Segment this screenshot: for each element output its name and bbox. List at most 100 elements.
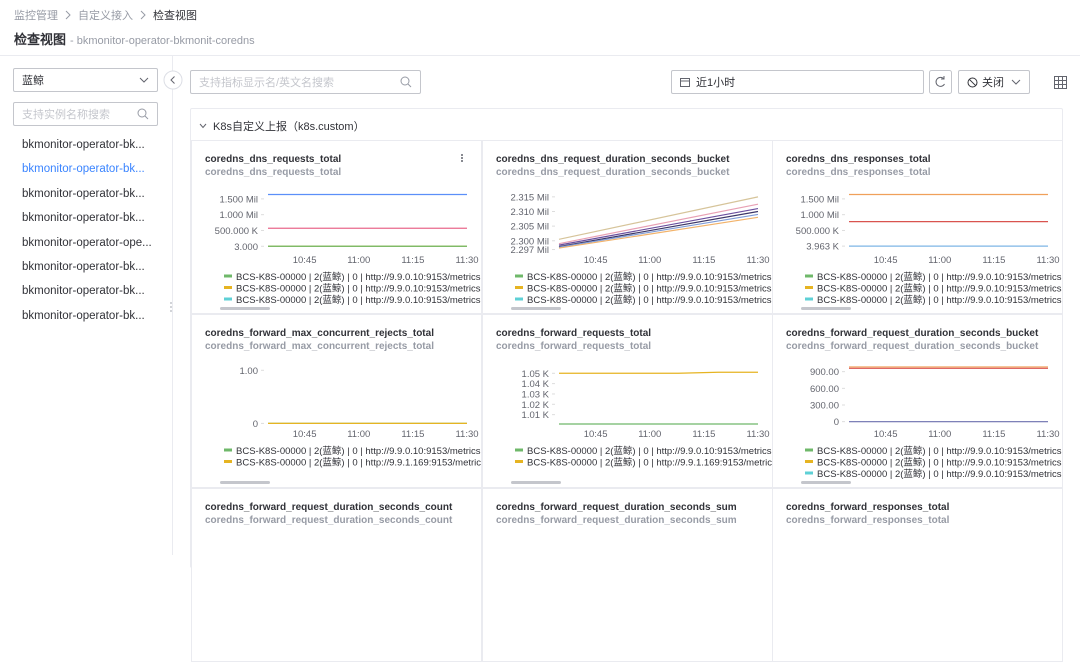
legend-label[interactable]: BCS-K8S-00000 | 2(蓝鲸) | 0 | http://9.9.0… — [236, 445, 481, 457]
x-tick-label: 11:30 — [455, 255, 478, 266]
placeholder: 支持实例名称搜索 — [22, 109, 110, 121]
chart-panel: coredns_forward_request_duration_seconds… — [191, 488, 482, 662]
series-line — [558, 203, 758, 245]
legend-label[interactable]: BCS-K8S-00000 | 2(蓝鲸) | 0 | http://9.9.0… — [527, 283, 772, 295]
legend-swatch — [514, 286, 523, 289]
y-tick-label: 1.500 Mil — [219, 194, 258, 205]
x-tick-label: 11:30 — [746, 429, 769, 440]
layout-btn[interactable] — [1054, 76, 1067, 89]
instance-item[interactable]: bkmonitor-operator-bk... — [22, 139, 145, 151]
legend-label[interactable]: BCS-K8S-00000 | 2(蓝鲸) | 0 | http://9.9.0… — [817, 283, 1062, 295]
legend-label[interactable]: BCS-K8S-00000 | 2(蓝鲸) | 0 | http://9.9.0… — [236, 283, 481, 295]
instance-search[interactable]: 支持实例名称搜索 — [13, 102, 158, 126]
instance-item[interactable]: bkmonitor-operator-bk... — [22, 163, 145, 176]
legend-label[interactable]: BCS-K8S-00000 | 2(蓝鲸) | 0 | http://9.9.1… — [236, 457, 481, 469]
y-tick-label: 1.01 K — [521, 410, 549, 421]
panel-subtitle: coredns_forward_max_concurrent_rejects_t… — [205, 341, 434, 352]
y-tick-label: 1.05 K — [521, 369, 549, 380]
legend-label[interactable]: BCS-K8S-00000 | 2(蓝鲸) | 0 | http://9.9.0… — [236, 271, 481, 283]
y-tick-label: 2.310 Mil — [510, 207, 549, 218]
biz-select[interactable]: 蓝鲸 — [13, 68, 158, 92]
x-tick-label: 11:15 — [692, 255, 715, 266]
panel-title: coredns_forward_max_concurrent_rejects_t… — [205, 328, 434, 339]
sep — [140, 10, 146, 20]
divider — [172, 56, 173, 555]
y-tick-label: 500.000 K — [796, 226, 840, 237]
instance-item[interactable]: bkmonitor-operator-bk... — [22, 187, 145, 200]
group-header[interactable]: K8s自定义上报（k8s.custom） — [199, 118, 365, 134]
y-tick-label: 1.02 K — [521, 400, 549, 411]
panel-subtitle: coredns_forward_request_duration_seconds… — [786, 341, 1039, 352]
refresh-value: 关闭 — [982, 77, 1004, 89]
x-tick-label: 11:15 — [692, 429, 715, 440]
collapse-btn[interactable] — [163, 70, 183, 90]
title: 检查视图 — [14, 32, 67, 47]
crumb[interactable]: 监控管理 — [14, 10, 58, 22]
panel-svg: coredns_dns_requests_total coredns_dns_re… — [205, 154, 481, 310]
x-tick-label: 11:15 — [982, 255, 1005, 266]
legend-label[interactable]: BCS-K8S-00000 | 2(蓝鲸) | 0 | http://9.9.0… — [817, 271, 1062, 283]
legend-swatch — [805, 448, 813, 452]
search-icon — [137, 108, 149, 120]
legend-swatch — [514, 460, 523, 463]
crumb[interactable]: 自定义接入 — [78, 10, 133, 22]
x-tick-label: 11:00 — [928, 255, 951, 266]
chart-panel: coredns_forward_requests_total coredns_fo… — [481, 314, 773, 488]
legend-label[interactable]: BCS-K8S-00000 | 2(蓝鲸) | 0 | http://9.9.1… — [527, 457, 772, 469]
chart-panel: coredns_forward_request_duration_seconds… — [772, 314, 1063, 488]
menu-dot — [461, 154, 463, 156]
x-tick-label: 11:30 — [1036, 255, 1059, 266]
legend-label[interactable]: BCS-K8S-00000 | 2(蓝鲸) | 0 | http://9.9.0… — [817, 445, 1062, 457]
instance-item[interactable]: bkmonitor-operator-bk... — [22, 309, 145, 322]
panel-subtitle: coredns_forward_request_duration_seconds… — [205, 515, 453, 526]
panel-svg: coredns_forward_responses_total coredns_f… — [786, 502, 950, 526]
panel-svg: coredns_dns_request_duration_seconds_buc… — [496, 154, 772, 310]
series-line — [558, 371, 758, 374]
metric-search[interactable]: 支持指标显示名/英文名搜索 — [190, 70, 421, 94]
legend-label[interactable]: BCS-K8S-00000 | 2(蓝鲸) | 0 | http://9.9.0… — [236, 294, 481, 306]
page-title: 检查视图 - bkmonitor-operator-bkmonit-coredns — [14, 29, 255, 48]
divider — [0, 55, 1080, 56]
panel-title: coredns_forward_responses_total — [786, 502, 950, 513]
legend-scrollbar — [510, 481, 561, 484]
legend-label[interactable]: BCS-K8S-00000 | 2(蓝鲸) | 0 | http://9.9.0… — [527, 271, 772, 283]
series-line — [558, 216, 758, 249]
y-tick-label: 1.04 K — [521, 379, 549, 390]
legend-swatch — [805, 274, 813, 278]
instance-item[interactable]: bkmonitor-operator-bk... — [22, 261, 145, 273]
placeholder: 支持指标显示名/英文名搜索 — [199, 77, 335, 89]
x-tick-label: 10:45 — [583, 429, 607, 440]
legend-label[interactable]: BCS-K8S-00000 | 2(蓝鲸) | 0 | http://9.9.0… — [527, 445, 772, 457]
instance-item[interactable]: bkmonitor-operator-bk... — [22, 212, 145, 225]
panel-title: coredns_dns_request_duration_seconds_buc… — [496, 154, 730, 165]
legend-swatch — [805, 286, 813, 289]
legend-swatch — [224, 460, 232, 463]
panel-subtitle: coredns_dns_responses_total — [786, 167, 931, 178]
legend-swatch — [514, 274, 523, 278]
instance-item[interactable]: bkmonitor-operator-ope... — [22, 236, 152, 249]
panel-title: coredns_forward_request_duration_seconds… — [205, 502, 453, 513]
legend-label[interactable]: BCS-K8S-00000 | 2(蓝鲸) | 0 | http://9.9.0… — [817, 468, 1062, 480]
panel-title: coredns_dns_responses_total — [786, 154, 931, 165]
auto-refresh[interactable]: 关闭 — [958, 70, 1030, 94]
drag-handle[interactable] — [169, 300, 173, 314]
y-tick-label: 2.305 Mil — [510, 222, 549, 233]
chart-panel: coredns_forward_max_concurrent_rejects_t… — [191, 314, 482, 488]
panel-svg: coredns_forward_request_duration_seconds… — [786, 328, 1062, 484]
legend-label[interactable]: BCS-K8S-00000 | 2(蓝鲸) | 0 | http://9.9.0… — [817, 457, 1062, 469]
legend-swatch — [805, 297, 813, 301]
refresh-btn[interactable] — [929, 70, 952, 94]
legend-swatch — [805, 460, 813, 463]
y-tick-label: 2.297 Mil — [510, 245, 549, 256]
legend-label[interactable]: BCS-K8S-00000 | 2(蓝鲸) | 0 | http://9.9.0… — [527, 294, 772, 306]
instance-item[interactable]: bkmonitor-operator-bk... — [22, 285, 145, 298]
x-tick-label: 10:45 — [583, 255, 607, 266]
x-tick-label: 11:30 — [746, 255, 769, 266]
legend-label[interactable]: BCS-K8S-00000 | 2(蓝鲸) | 0 | http://9.9.0… — [817, 294, 1062, 306]
panel-svg: coredns_dns_responses_total coredns_dns_r… — [786, 154, 1062, 310]
panel-title: coredns_forward_request_duration_seconds… — [786, 328, 1039, 339]
y-tick-label: 3.963 K — [806, 242, 839, 253]
legend-swatch — [224, 297, 232, 301]
time-picker[interactable]: 近1小时 — [671, 70, 924, 94]
chart-panel: coredns_dns_request_duration_seconds_buc… — [481, 140, 773, 314]
